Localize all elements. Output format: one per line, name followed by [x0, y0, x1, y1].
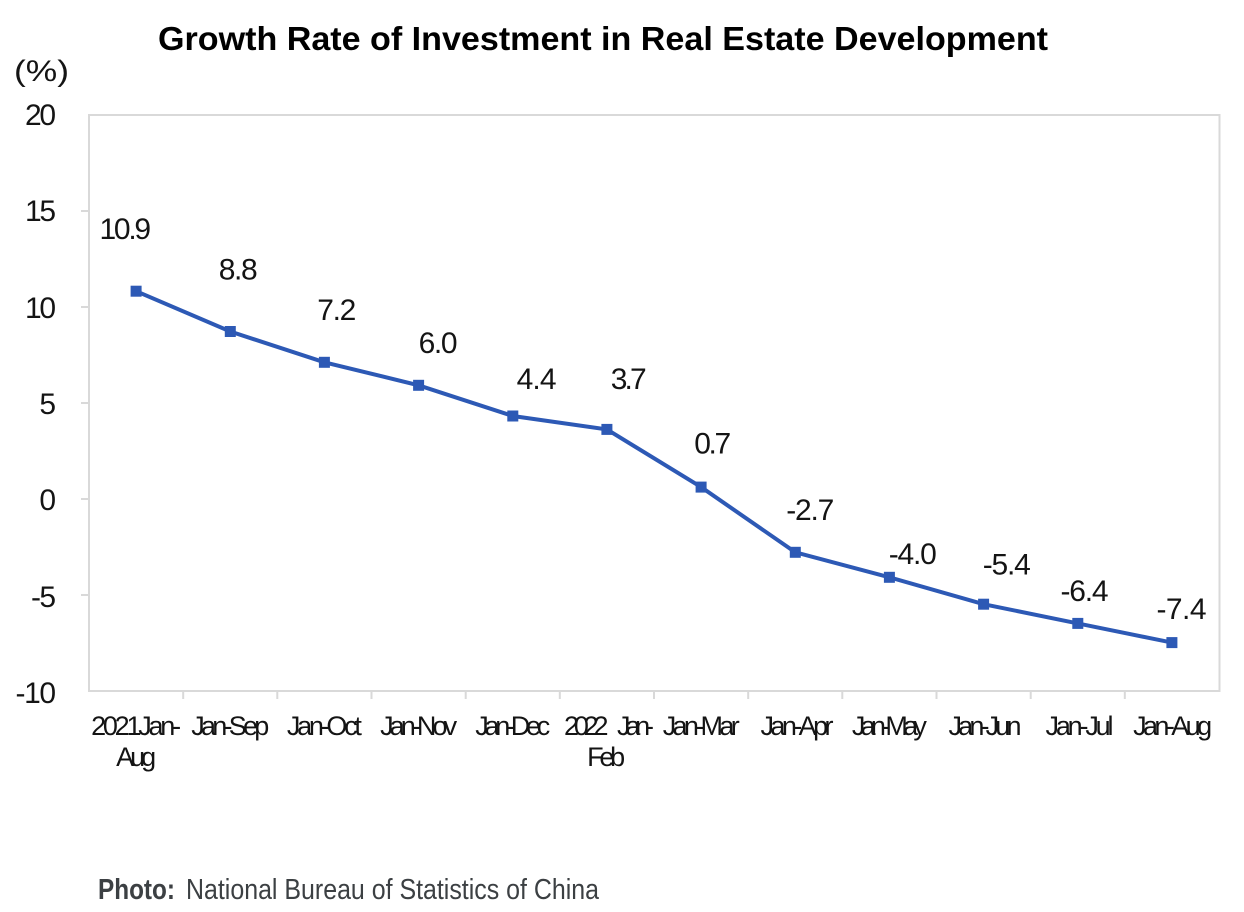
svg-text:Jan-Jul: Jan-Jul — [1046, 711, 1114, 741]
svg-text:Jan-May: Jan-May — [852, 711, 928, 741]
svg-text:2022: 2022 — [564, 711, 609, 741]
svg-text:Jan-Dec: Jan-Dec — [475, 711, 550, 741]
svg-text:-2.7: -2.7 — [786, 494, 834, 527]
svg-text:6.0: 6.0 — [419, 327, 458, 360]
svg-text:7.2: 7.2 — [317, 294, 356, 327]
svg-text:Aug: Aug — [116, 742, 156, 772]
svg-text:-5.4: -5.4 — [983, 549, 1031, 582]
svg-text:-5: -5 — [31, 581, 56, 614]
svg-text:15: 15 — [25, 195, 56, 228]
svg-text:0: 0 — [39, 484, 56, 517]
svg-text:0.7: 0.7 — [694, 428, 731, 461]
svg-text:Feb: Feb — [587, 742, 625, 772]
svg-text:Growth Rate of Investment in R: Growth Rate of Investment in Real Estate… — [158, 20, 1048, 57]
svg-text:10: 10 — [25, 292, 56, 325]
svg-text:Photo:: Photo: — [98, 874, 175, 906]
svg-text:Jan-Aug: Jan-Aug — [1133, 711, 1212, 741]
svg-text:-6.4: -6.4 — [1061, 575, 1109, 608]
svg-text:3.7: 3.7 — [611, 363, 647, 396]
svg-text:5: 5 — [39, 388, 56, 421]
svg-text:Jan-Apr: Jan-Apr — [761, 711, 834, 741]
svg-text:8.8: 8.8 — [219, 253, 258, 286]
svg-text:Jan-: Jan- — [617, 711, 654, 741]
svg-text:Jan-Mar: Jan-Mar — [663, 711, 740, 741]
svg-text:-10: -10 — [16, 677, 57, 710]
svg-text:Jan-Sep: Jan-Sep — [191, 711, 269, 741]
svg-text:Jan-Jun: Jan-Jun — [949, 711, 1022, 741]
svg-text:20: 20 — [25, 99, 56, 132]
svg-text:National Bureau of Statistics: National Bureau of Statistics of China — [186, 874, 600, 906]
svg-text:-4.0: -4.0 — [889, 538, 937, 571]
svg-text:(%): (%) — [14, 55, 69, 88]
svg-text:-7.4: -7.4 — [1157, 593, 1207, 626]
svg-text:10.9: 10.9 — [100, 213, 152, 246]
svg-text:4.4: 4.4 — [517, 363, 557, 396]
svg-text:Jan-Nov: Jan-Nov — [380, 711, 458, 741]
svg-text:Jan-Oct: Jan-Oct — [287, 711, 362, 741]
svg-text:2021Jan-: 2021Jan- — [91, 711, 181, 741]
